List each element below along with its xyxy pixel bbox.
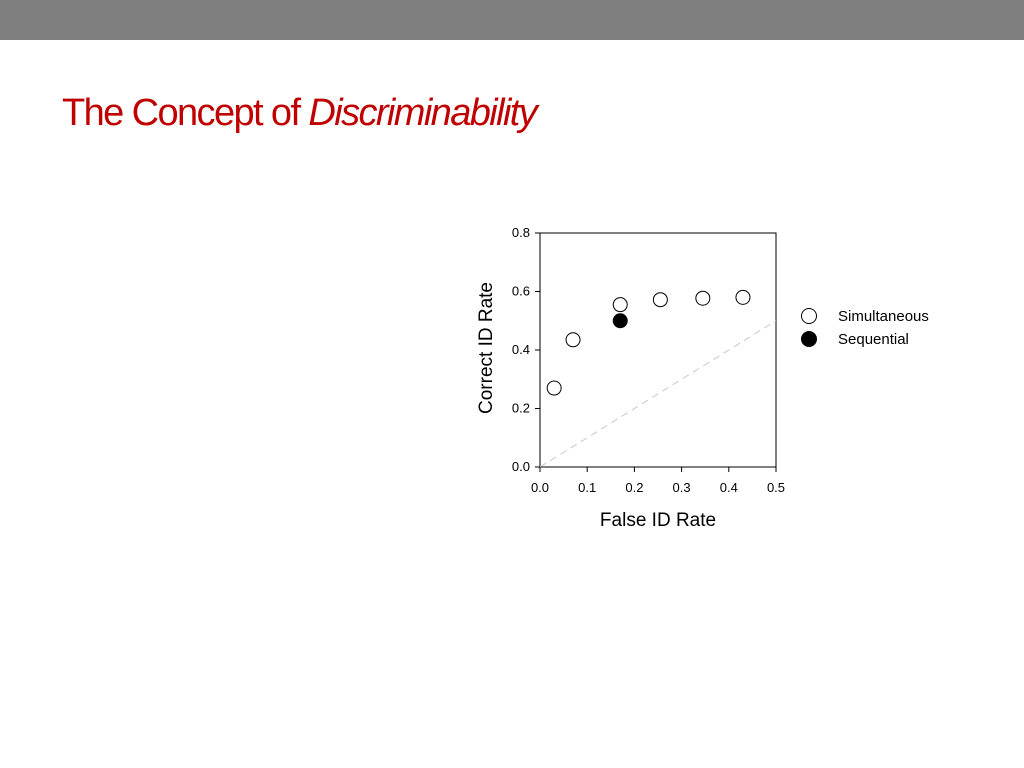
x-tick-label: 0.5	[767, 480, 785, 495]
simultaneous-point	[565, 332, 581, 348]
simultaneous-point	[735, 289, 751, 305]
y-tick-label: 0.4	[512, 342, 530, 357]
sequential-point	[612, 313, 628, 329]
y-tick-label: 0.8	[512, 225, 530, 240]
title-main: The Concept of	[62, 92, 301, 134]
y-tick-label: 0.2	[512, 401, 530, 416]
top-bar	[0, 0, 1024, 40]
slide-title: The Concept of Discriminability	[62, 92, 538, 135]
plot-frame	[539, 232, 777, 468]
legend-label: Simultaneous	[838, 308, 929, 325]
x-tick-label: 0.1	[578, 480, 596, 495]
x-tick-label: 0.3	[673, 480, 691, 495]
legend-marker	[801, 308, 817, 324]
simultaneous-point	[546, 380, 562, 396]
y-axis-label: Correct ID Rate	[476, 282, 497, 414]
x-axis-label: False ID Rate	[600, 510, 716, 531]
y-tick-label: 0.6	[512, 284, 530, 299]
x-tick-label: 0.4	[720, 480, 738, 495]
simultaneous-point	[612, 297, 628, 313]
reference-line	[539, 320, 777, 468]
simultaneous-point	[695, 290, 711, 306]
x-tick-label: 0.2	[625, 480, 643, 495]
simultaneous-point	[652, 292, 668, 308]
x-tick-label: 0.0	[531, 480, 549, 495]
y-tick-label: 0.0	[512, 459, 530, 474]
title-emphasis: Discriminability	[308, 92, 537, 134]
legend-marker	[801, 331, 817, 347]
legend-label: Sequential	[838, 331, 909, 348]
